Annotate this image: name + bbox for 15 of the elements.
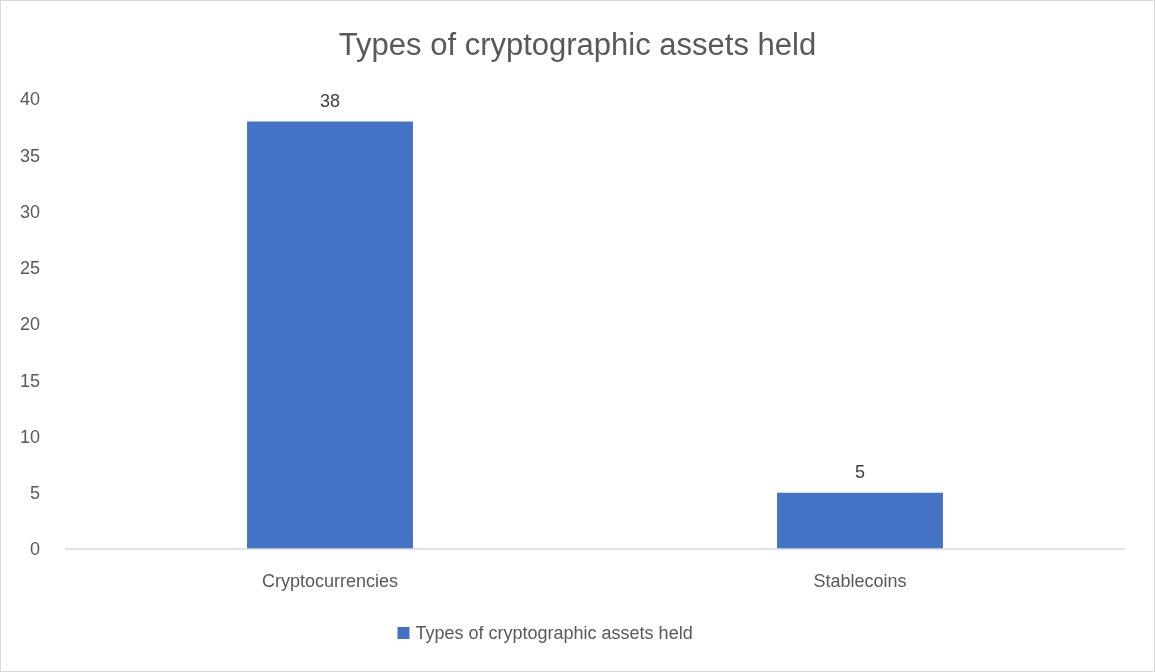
data-label: 38 <box>319 90 341 111</box>
y-tick-label: 10 <box>19 426 40 447</box>
y-tick-label: 20 <box>19 314 40 335</box>
y-tick-label: 30 <box>19 201 40 222</box>
y-tick-label: 40 <box>19 89 40 110</box>
y-tick-label: 5 <box>29 483 40 504</box>
y-tick-label: 0 <box>29 539 40 560</box>
data-label: 5 <box>854 461 866 482</box>
y-tick-label: 25 <box>19 258 40 279</box>
chart-title: Types of cryptographic assets held <box>338 27 817 62</box>
legend-label: Types of cryptographic assets held <box>415 623 693 644</box>
x-tick-label: Cryptocurrencies <box>261 571 399 591</box>
y-tick-label: 15 <box>19 370 40 391</box>
x-tick-label: Stablecoins <box>813 571 907 591</box>
y-tick-label: 35 <box>19 145 40 166</box>
